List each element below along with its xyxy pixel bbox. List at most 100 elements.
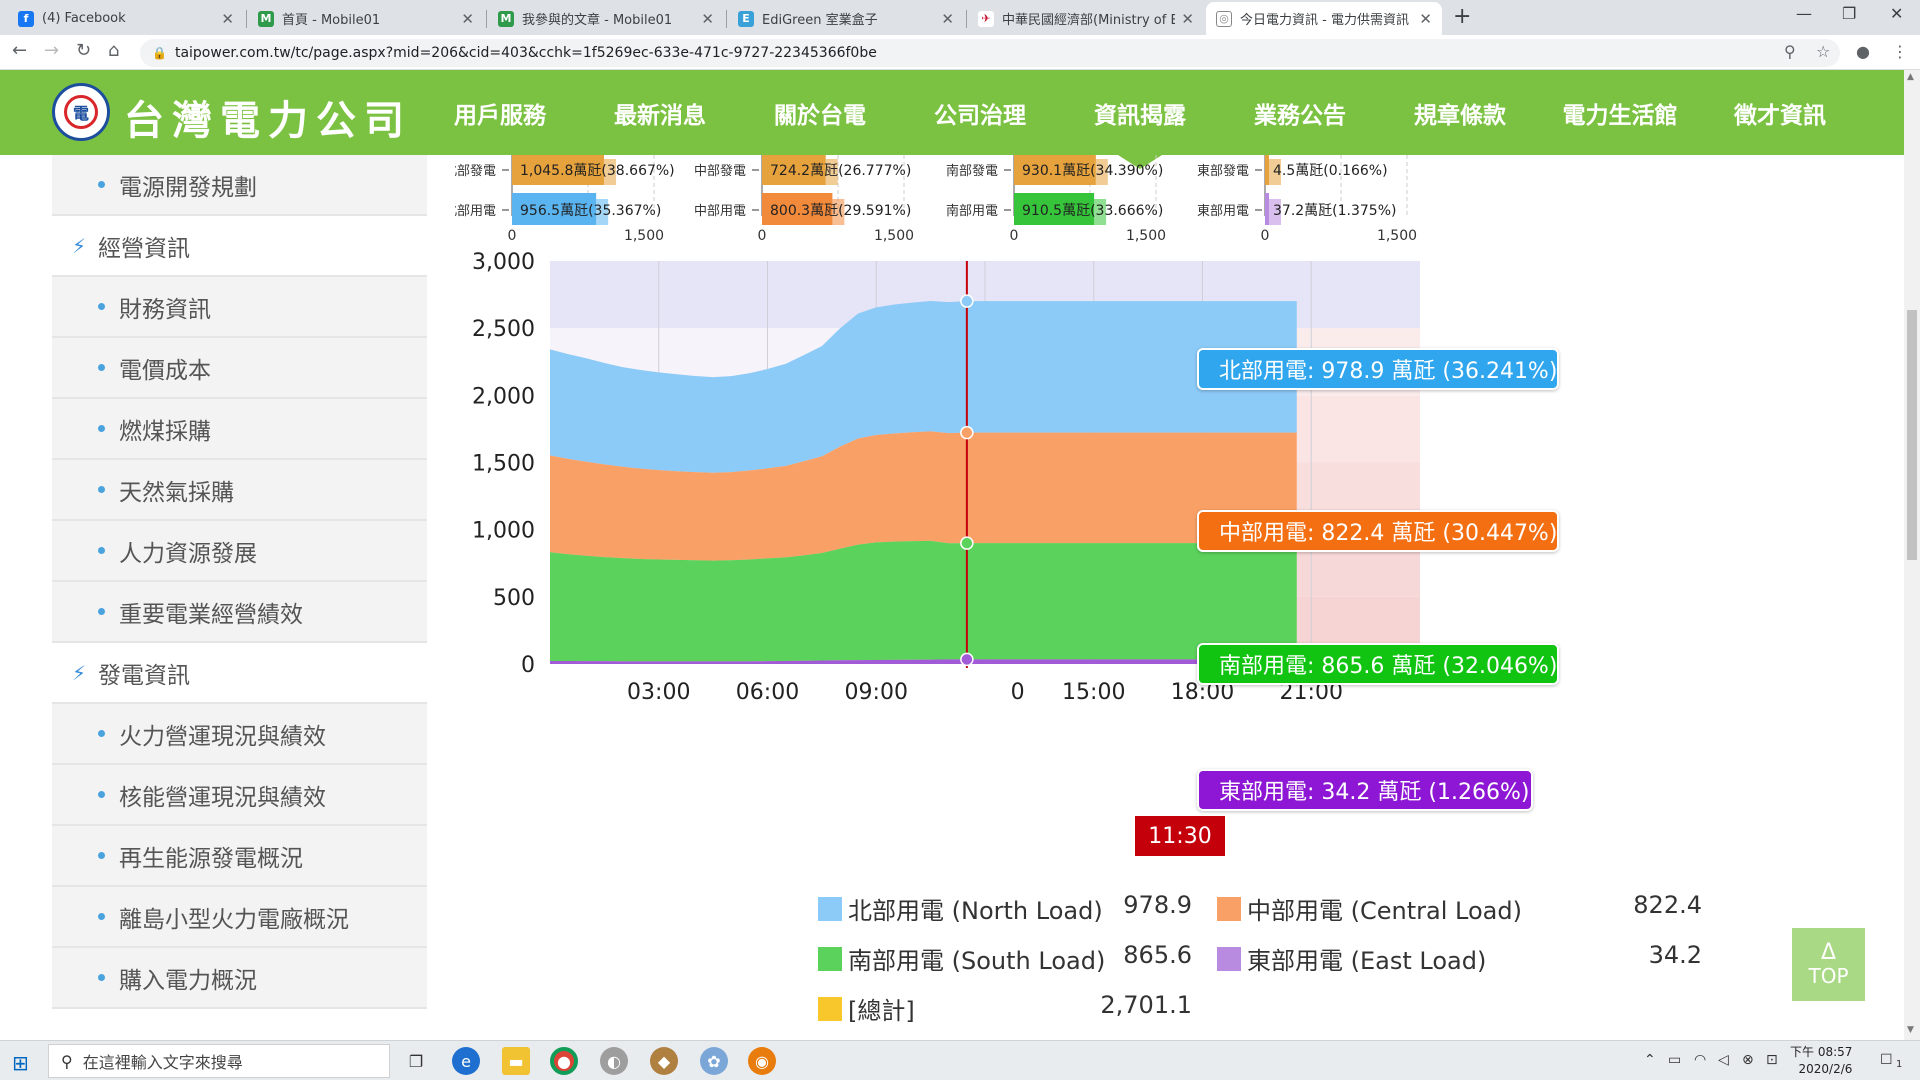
browser-tab[interactable]: ✈ 中華民國經濟部(Ministry of Eco ✕ xyxy=(968,2,1204,35)
app-icon[interactable]: ◆ xyxy=(650,1047,678,1075)
sidebar-item-label: 財務資訊 xyxy=(119,296,211,323)
new-tab-icon[interactable]: + xyxy=(1453,4,1472,29)
mobile01-icon: M xyxy=(258,10,274,27)
notification-icon[interactable]: ☐ xyxy=(1880,1052,1893,1068)
sidebar-item-label: 人力資源發展 xyxy=(119,540,257,567)
sidebar-item[interactable]: 天然氣採購 xyxy=(52,460,427,521)
tray-app-icon[interactable]: ⊗ xyxy=(1742,1052,1754,1068)
lock-icon: 🔒 xyxy=(152,46,167,60)
taskbar-clock[interactable]: 下午 08:57 2020/2/6 xyxy=(1790,1045,1853,1076)
browser-tab[interactable]: E EdiGreen 室業盒子 ✕ xyxy=(728,2,964,35)
browser-tab[interactable]: M 我參與的文章 - Mobile01 ✕ xyxy=(488,2,724,35)
mini-category-label: 中部發電 xyxy=(694,164,746,179)
page-scrollbar[interactable]: ▲ ▼ xyxy=(1904,70,1920,1040)
sidebar-section-header[interactable]: ⚡ 發電資訊 xyxy=(52,643,427,704)
home-icon[interactable]: ⌂ xyxy=(108,40,120,61)
browser-tab[interactable]: M 首頁 - Mobile01 ✕ xyxy=(248,2,484,35)
sidebar-item[interactable]: 火力營運現況與績效 xyxy=(52,704,427,765)
mini-bar-shadow xyxy=(1269,199,1281,225)
nav-item[interactable]: 用戶服務 xyxy=(454,102,546,129)
mini-bar-central xyxy=(762,193,833,225)
edge-icon[interactable]: e xyxy=(452,1047,480,1075)
profile-avatar-icon[interactable]: ● xyxy=(1856,42,1870,61)
taipower-logo[interactable]: 電 xyxy=(52,83,110,141)
app-icon[interactable]: ◐ xyxy=(600,1047,628,1075)
sidebar-item[interactable]: 核能營運現況與績效 xyxy=(52,765,427,826)
ime-icon[interactable]: ⊡ xyxy=(1766,1052,1778,1068)
close-tab-icon[interactable]: ✕ xyxy=(1419,9,1432,28)
reload-icon[interactable]: ↻ xyxy=(76,40,92,61)
logo-text[interactable]: 台灣電力公司 xyxy=(124,97,412,144)
nav-item[interactable]: 電力生活館 xyxy=(1562,102,1678,129)
network-icon[interactable]: ◠ xyxy=(1694,1052,1707,1068)
close-tab-icon[interactable]: ✕ xyxy=(461,9,474,28)
sidebar-item[interactable]: 電價成本 xyxy=(52,338,427,399)
nav-item[interactable]: 最新消息 xyxy=(614,102,706,129)
task-view-icon[interactable]: ❐ xyxy=(408,1051,424,1071)
browser-tab[interactable]: f (4) Facebook ✕ xyxy=(8,2,244,35)
current-point-南部用電 xyxy=(960,536,974,550)
nav-item[interactable]: 徵才資訊 xyxy=(1734,102,1826,129)
legend-item-central[interactable]: 中部用電 (Central Load) xyxy=(1217,891,1522,926)
file-explorer-icon[interactable]: ▬ xyxy=(502,1047,530,1075)
nav-item-active[interactable]: 資訊揭露 xyxy=(1060,70,1220,169)
nav-item[interactable]: 公司治理 xyxy=(934,102,1026,129)
windows-taskbar: ⊞ ⚲ 在這裡輸入文字來搜尋 ❐ e ▬ ● ◐ ◆ ✿ ◉ ⌃ ▭ ◠ ◁ ⊗… xyxy=(0,1040,1920,1080)
close-tab-icon[interactable]: ✕ xyxy=(1181,9,1194,28)
sidebar-item[interactable]: 購入電力概況 xyxy=(52,948,427,1009)
bookmark-star-icon[interactable]: ☆ xyxy=(1816,42,1831,61)
windows-start-icon[interactable]: ⊞ xyxy=(12,1051,29,1075)
nav-item[interactable]: 關於台電 xyxy=(774,102,866,129)
nav-item[interactable]: 業務公告 xyxy=(1254,102,1346,129)
close-tab-icon[interactable]: ✕ xyxy=(221,9,234,28)
restore-icon[interactable]: ❐ xyxy=(1842,4,1857,23)
battery-icon[interactable]: ▭ xyxy=(1668,1052,1682,1068)
mini-xtick-label: 1,500 xyxy=(1377,228,1417,244)
legend-item-total[interactable]: [總計] xyxy=(818,991,915,1026)
legend-item-east[interactable]: 東部用電 (East Load) xyxy=(1217,941,1486,976)
address-bar[interactable]: 🔒 taipower.com.tw/tc/page.aspx?mid=206&c… xyxy=(140,39,1840,67)
close-tab-icon[interactable]: ✕ xyxy=(701,9,714,28)
area-series-北部用電 xyxy=(550,301,1297,473)
sidebar-section-header[interactable]: ⚡ 經營資訊 xyxy=(52,216,427,277)
sidebar-item[interactable]: 人力資源發展 xyxy=(52,521,427,582)
sidebar-item-label: 離島小型火力電廠概況 xyxy=(119,906,349,933)
browser-tab-active[interactable]: ◎ 今日電力資訊 - 電力供需資訊 - 資 ✕ xyxy=(1206,2,1442,35)
y-tick-label: 0 xyxy=(521,653,535,678)
sidebar-item[interactable]: 電源開發規劃 xyxy=(52,155,427,216)
forward-icon[interactable]: → xyxy=(44,40,60,61)
close-window-icon[interactable]: ✕ xyxy=(1890,4,1904,23)
mini-bar-east xyxy=(1265,155,1269,185)
y-tick-label: 500 xyxy=(493,586,535,611)
chrome-icon[interactable]: ● xyxy=(550,1047,578,1075)
mini-data-label: 724.2萬瓩(26.777%) xyxy=(770,163,911,179)
legend-item-north[interactable]: 北部用電 (North Load) xyxy=(818,891,1103,926)
lightning-icon: ⚡ xyxy=(72,660,87,685)
minimize-icon[interactable]: — xyxy=(1796,4,1812,23)
sidebar-item[interactable]: 重要電業經營績效 xyxy=(52,582,427,643)
mini-category-label: 東部用電 xyxy=(1197,203,1249,219)
volume-icon[interactable]: ◁ xyxy=(1718,1052,1729,1068)
sidebar-item[interactable]: 財務資訊 xyxy=(52,277,427,338)
sidebar-item[interactable]: 離島小型火力電廠概況 xyxy=(52,887,427,948)
sidebar-item[interactable]: 燃煤採購 xyxy=(52,399,427,460)
menu-icon[interactable]: ⋮ xyxy=(1892,42,1908,61)
sidebar-item-label: 購入電力概況 xyxy=(119,967,257,994)
tray-chevron-icon[interactable]: ⌃ xyxy=(1644,1052,1656,1068)
sidebar-item-label: 發電資訊 xyxy=(98,662,191,689)
nav-item[interactable]: 規章條款 xyxy=(1414,102,1506,129)
app-icon[interactable]: ✿ xyxy=(700,1047,728,1075)
blender-icon[interactable]: ◉ xyxy=(748,1047,776,1075)
search-icon: ⚲ xyxy=(61,1051,73,1071)
close-tab-icon[interactable]: ✕ xyxy=(941,9,954,28)
back-icon[interactable]: ← xyxy=(12,40,28,61)
taskbar-search-input[interactable]: ⚲ 在這裡輸入文字來搜尋 xyxy=(48,1044,390,1078)
browser-tab-strip: f (4) Facebook ✕ M 首頁 - Mobile01 ✕ M 我參與… xyxy=(0,0,1920,35)
zoom-icon[interactable]: ⚲ xyxy=(1784,42,1796,61)
sidebar-item[interactable]: 再生能源發電概況 xyxy=(52,826,427,887)
legend-item-south[interactable]: 南部用電 (South Load) xyxy=(818,941,1105,976)
scrollbar-thumb[interactable] xyxy=(1907,310,1917,560)
legend-value-east: 34.2 xyxy=(1648,941,1702,969)
back-to-top-button[interactable]: Δ TOP xyxy=(1792,928,1865,1001)
browser-toolbar: ← → ↻ ⌂ 🔒 taipower.com.tw/tc/page.aspx?m… xyxy=(0,35,1920,70)
